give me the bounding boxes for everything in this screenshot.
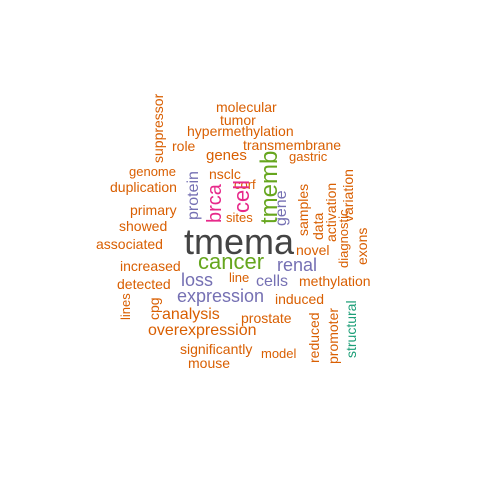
word-molecular: molecular <box>216 99 277 115</box>
word-hypermethylation: hypermethylation <box>187 123 294 139</box>
word-corf: corf <box>234 177 256 192</box>
word-cpg: lines <box>118 293 133 320</box>
word-gene: gene <box>273 190 290 226</box>
word-significantly: significantly <box>180 341 253 357</box>
word-lines: cpg <box>146 297 162 320</box>
word-nsclc: nsclc <box>209 166 241 182</box>
word-suppressor: suppressor <box>150 93 166 163</box>
word-overexpression: overexpression <box>148 322 257 339</box>
word-novel: novel <box>296 242 330 258</box>
word-diagnostic: exons <box>354 227 370 265</box>
word-increased: increased <box>120 258 181 274</box>
word-line: line <box>229 270 250 285</box>
word-mouse: mouse <box>188 355 231 371</box>
word-exons: diagnostic <box>336 209 351 268</box>
word-tumor: tumor <box>220 112 256 128</box>
word-structural: structural <box>343 300 359 358</box>
word-primary: primary <box>130 202 177 218</box>
word-duplication: duplication <box>110 179 177 195</box>
word-sites: sites <box>226 210 253 225</box>
word-methylation: methylation <box>299 273 371 289</box>
word-samples: samples <box>295 183 311 236</box>
word-cell: cell <box>229 179 254 213</box>
word-protein: protein <box>185 171 202 220</box>
word-prostate: prostate <box>241 310 292 326</box>
word-detected: detected <box>117 276 171 292</box>
word-brca: brca <box>204 184 226 223</box>
word-associated: associated <box>96 236 163 252</box>
word-reduced: reduced <box>306 312 322 363</box>
word-promoter: promoter <box>325 307 341 364</box>
word-role: role <box>172 138 196 154</box>
word-cancer: cancer <box>198 249 265 274</box>
word-gastric: gastric <box>289 149 328 164</box>
word-analysis: analysis <box>162 306 220 323</box>
word-induced: induced <box>275 291 325 307</box>
word-renal: renal <box>277 255 318 275</box>
word-genome: genome <box>129 164 176 179</box>
word-loss: loss <box>181 270 214 290</box>
word-showed: showed <box>119 218 168 234</box>
word-transmembrane: transmembrane <box>243 137 342 153</box>
word-genes: genes <box>206 147 247 164</box>
word-expression: expression <box>177 286 265 306</box>
word-cells: cells <box>256 273 289 290</box>
word-tmema: tmema <box>184 221 295 262</box>
word-model: model <box>261 346 297 361</box>
